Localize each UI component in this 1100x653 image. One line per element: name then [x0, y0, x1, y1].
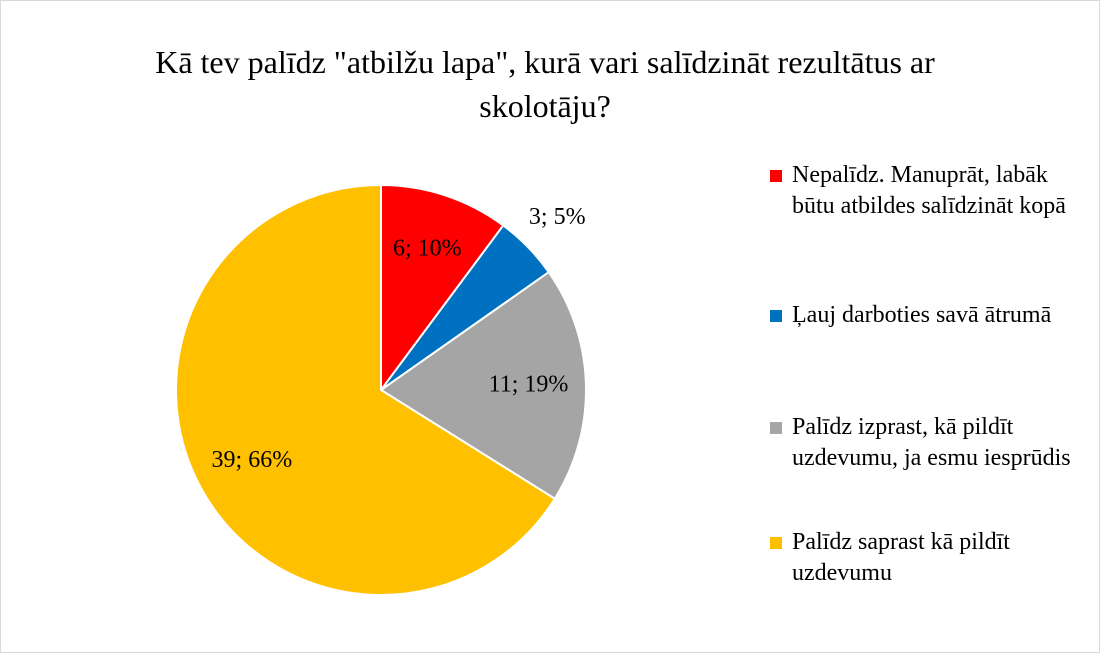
legend-item: Ļauj darboties savā ātrumā	[770, 300, 1090, 331]
pie-slice	[175, 183, 557, 596]
data-label: 3; 5%	[529, 204, 586, 230]
legend-item: Palīdz izprast, kā pildīt uzdevumu, ja e…	[770, 412, 1090, 474]
pie-slice	[379, 270, 587, 501]
chart-title: Kā tev palīdz "atbilžu lapa", kurā vari …	[155, 44, 935, 124]
legend-label: Palīdz izprast, kā pildīt uzdevumu, ja e…	[792, 414, 1071, 471]
legend-item: Nepalīdz. Manuprāt, labāk būtu atbildes …	[770, 160, 1090, 222]
data-label: 39; 66%	[212, 447, 293, 473]
legend-label: Nepalīdz. Manuprāt, labāk būtu atbildes …	[792, 162, 1066, 219]
legend-swatch	[770, 310, 782, 322]
legend-item: Palīdz saprast kā pildīt uzdevumu	[770, 527, 1090, 589]
legend-label: Ļauj darboties savā ātrumā	[792, 302, 1052, 328]
legend-label: Palīdz saprast kā pildīt uzdevumu	[792, 529, 1010, 586]
legend-swatch	[770, 422, 782, 434]
legend-swatch	[770, 170, 782, 182]
pie-slice	[380, 183, 505, 394]
legend-swatch	[770, 537, 782, 549]
data-label: 11; 19%	[489, 372, 569, 398]
data-label: 6; 10%	[393, 235, 462, 261]
